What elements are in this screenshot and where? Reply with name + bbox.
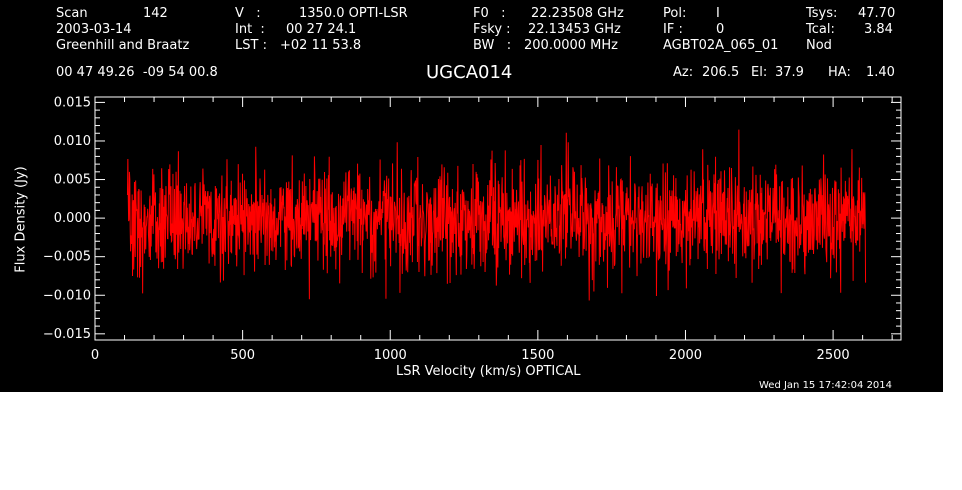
project-id: AGBT02A_065_01 xyxy=(663,38,779,53)
observers: Greenhill and Braatz xyxy=(56,38,190,53)
az-label: Az: xyxy=(673,65,694,80)
y-tick-label: −0.015 xyxy=(43,327,91,342)
spectrum-chart: 0 500 1000 1500 2000 2500 −0.015 −0.010 −0.005 0.… xyxy=(43,95,902,363)
plot-timestamp: Wed Jan 15 17:42:04 2014 xyxy=(759,380,893,391)
velocity-value: 1350.0 OPTI-LSR xyxy=(299,6,408,21)
int-value: 00 27 24.1 xyxy=(286,22,357,37)
lst-label: LST : xyxy=(235,38,267,53)
f0-label: F0 : xyxy=(473,6,506,21)
y-tick-label: 0.015 xyxy=(54,95,91,110)
velocity-label: V : xyxy=(235,6,261,21)
y-axis-label: Flux Density (Jy) xyxy=(13,166,29,273)
fsky-label: Fsky : xyxy=(473,22,511,37)
scan-label: Scan xyxy=(56,6,88,21)
az-value: 206.5 xyxy=(702,65,740,80)
plot-panel: 0 500 1000 1500 2000 2500 −0.015 −0.010 −0.005 0.… xyxy=(0,0,943,392)
x-tick-label: 1500 xyxy=(521,348,554,363)
bw-label: BW : xyxy=(473,38,512,53)
source-coords: 00 47 49.26 -09 54 00.8 xyxy=(56,65,218,80)
y-tick-label: 0.010 xyxy=(54,134,91,149)
el-label: El: xyxy=(751,65,768,80)
fsky-value: 22.13453 GHz xyxy=(528,22,621,37)
x-tick-label: 500 xyxy=(230,348,255,363)
y-tick-label: −0.005 xyxy=(43,250,91,265)
ha-value: 1.40 xyxy=(866,65,895,80)
source-name: UGCA014 xyxy=(426,62,513,83)
tcal-value: 3.84 xyxy=(864,22,893,37)
y-tick-label: −0.010 xyxy=(43,288,91,303)
obs-date: 2003-03-14 xyxy=(56,22,132,37)
axis-ticks: 0 500 1000 1500 2000 2500 −0.015 −0.010 −0.005 0.… xyxy=(43,95,901,363)
scan-value: 142 xyxy=(143,6,168,21)
x-tick-label: 0 xyxy=(91,348,99,363)
if-label: IF : xyxy=(663,22,683,37)
x-tick-label: 2000 xyxy=(669,348,702,363)
spectrum-trace-group xyxy=(126,129,867,301)
x-axis-label: LSR Velocity (km/s) OPTICAL xyxy=(396,364,581,379)
y-tick-label: 0.000 xyxy=(54,211,91,226)
pol-value: I xyxy=(716,6,720,21)
f0-value: 22.23508 GHz xyxy=(531,6,624,21)
proc-name: Nod xyxy=(806,38,832,53)
el-value: 37.9 xyxy=(775,65,804,80)
int-label: Int : xyxy=(235,22,265,37)
pol-label: Pol: xyxy=(663,6,687,21)
lst-value: +02 11 53.8 xyxy=(280,38,362,53)
x-tick-label: 1000 xyxy=(374,348,407,363)
bw-value: 200.0000 MHz xyxy=(524,38,618,53)
tcal-label: Tcal: xyxy=(806,22,835,37)
y-tick-label: 0.005 xyxy=(54,173,91,188)
tsys-value: 47.70 xyxy=(858,6,896,21)
tsys-label: Tsys: xyxy=(806,6,838,21)
if-value: 0 xyxy=(716,22,725,37)
spectrum-trace xyxy=(126,129,867,301)
x-tick-label: 2500 xyxy=(817,348,850,363)
ha-label: HA: xyxy=(828,65,851,80)
